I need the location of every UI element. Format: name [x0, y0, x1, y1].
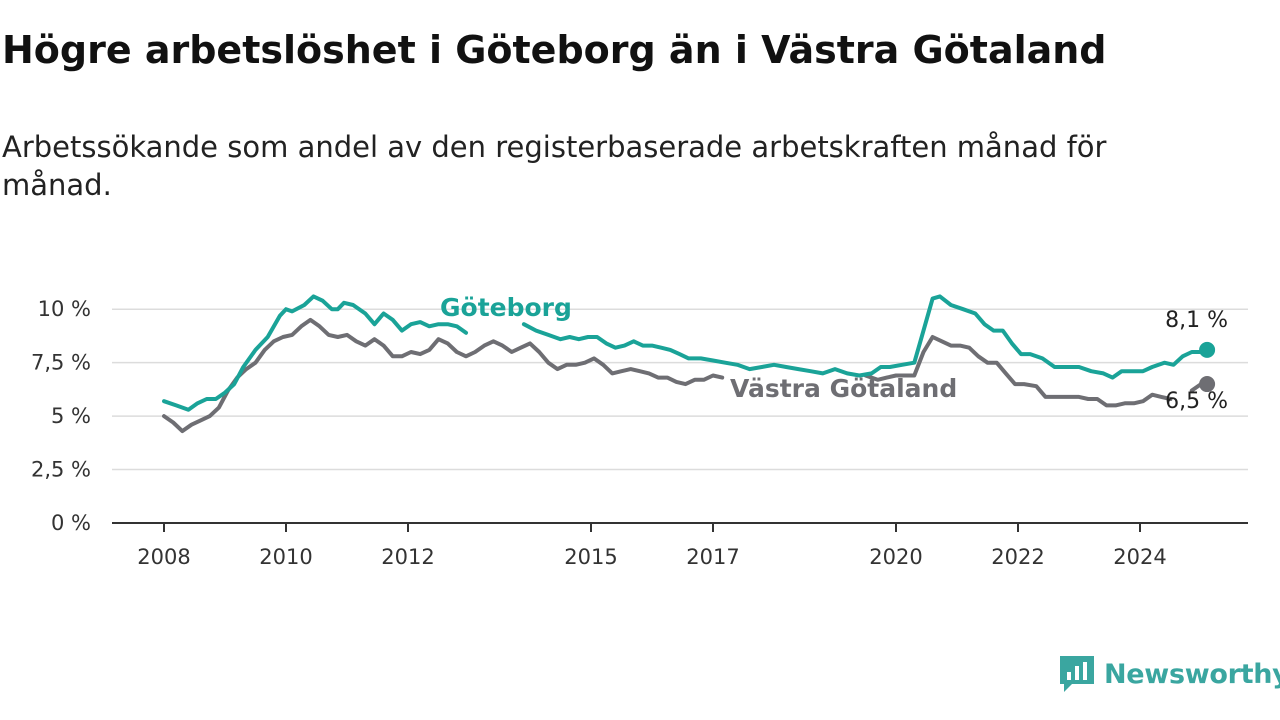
y-tick-label: 5 %	[51, 404, 91, 428]
grid-lines	[112, 308, 1248, 524]
series-line-goteborg	[521, 294, 1210, 380]
series-lines	[162, 294, 1216, 434]
end-value-label-vastra-gotaland: 6,5 %	[1165, 389, 1228, 414]
x-tick-label: 2022	[991, 545, 1044, 569]
brand: Newsworthy	[1058, 654, 1280, 694]
y-tick-label: 7,5 %	[31, 351, 91, 375]
chart-title: Högre arbetslöshet i Göteborg än i Västr…	[2, 28, 1107, 72]
series-labels: Göteborg Västra Götaland 8,1 % 6,5 %	[440, 293, 1228, 414]
brand-name: Newsworthy	[1104, 658, 1280, 690]
series-label-vastra-gotaland: Västra Götaland	[730, 374, 957, 403]
x-tick-label: 2015	[564, 545, 617, 569]
y-axis-ticks: 0 % 2,5 % 5 % 7,5 % 10 %	[31, 297, 91, 535]
x-tick-label: 2008	[137, 545, 190, 569]
x-tick-label: 2012	[381, 545, 434, 569]
y-tick-label: 0 %	[51, 511, 91, 535]
x-tick-label: 2017	[686, 545, 739, 569]
series-label-goteborg: Göteborg	[440, 293, 572, 322]
x-tick-label: 2010	[259, 545, 312, 569]
series-line-vastra-gotaland	[162, 317, 725, 434]
series-end-marker-vastra-gotaland	[1199, 376, 1216, 393]
series-end-marker-goteborg	[1199, 341, 1216, 358]
y-tick-label: 2,5 %	[31, 458, 91, 482]
y-tick-label: 10 %	[38, 297, 91, 321]
x-tick-label: 2020	[869, 545, 922, 569]
newsworthy-logo-icon	[1060, 656, 1094, 692]
end-value-label-goteborg: 8,1 %	[1165, 308, 1228, 333]
series-line-goteborg	[162, 294, 468, 412]
x-axis-ticks: 2008 2010 2012 2015 2017 2020 2022 2024	[137, 523, 1167, 569]
chart-subtitle: Arbetssökande som andel av den registerb…	[2, 130, 1107, 202]
x-tick-label: 2024	[1113, 545, 1166, 569]
series-line-vastra-gotaland	[863, 335, 1173, 408]
